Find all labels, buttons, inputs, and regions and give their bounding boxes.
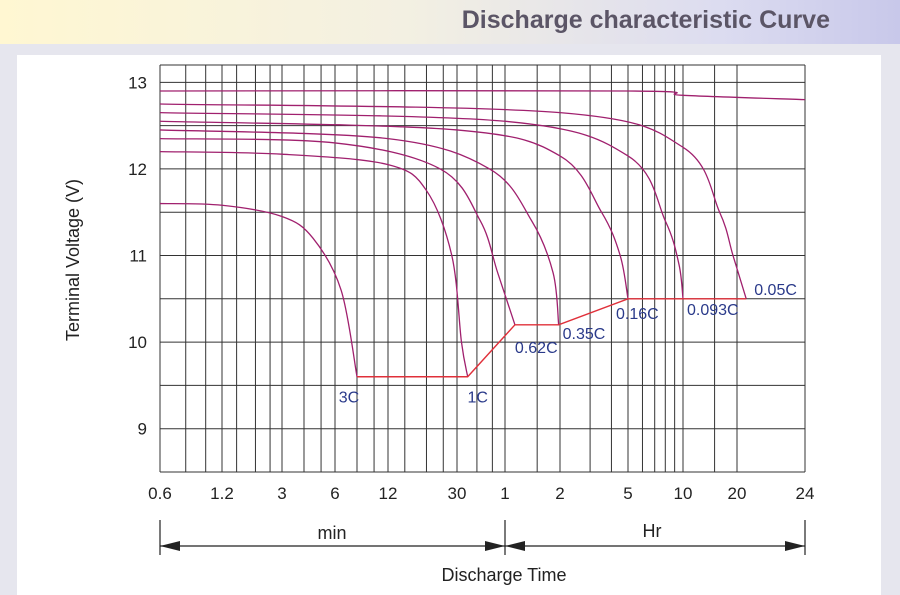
arrowhead — [485, 541, 505, 551]
y-tick-label: 10 — [128, 333, 147, 352]
x-tick-label: 24 — [796, 484, 815, 503]
curve-labels: 3C 1C 0.62C 0.35C 0.16C 0.093C 0.05C — [339, 282, 797, 407]
x-axis-label: Discharge Time — [441, 565, 566, 585]
x-tick-label: 2 — [555, 484, 564, 503]
y-tick-label: 12 — [128, 160, 147, 179]
discharge-curve — [159, 150, 469, 377]
x-tick-label: 3 — [277, 484, 286, 503]
discharge-curve — [159, 103, 747, 299]
arrowhead — [505, 541, 525, 551]
curves — [159, 90, 806, 378]
y-tick-label: 11 — [129, 247, 147, 266]
curve-label: 0.093C — [687, 302, 739, 319]
x-region-hr-label: Hr — [643, 521, 662, 541]
discharge-curve — [159, 129, 560, 325]
y-tick-label: 9 — [138, 420, 147, 439]
y-tick-labels: 9 10 11 12 13 — [128, 73, 147, 438]
x-tick-label: 12 — [379, 484, 398, 503]
x-tick-label: 20 — [728, 484, 747, 503]
discharge-curve — [159, 202, 358, 377]
x-tick-labels: 0.6 1.2 3 6 12 30 1 2 5 10 20 24 — [148, 484, 814, 503]
curve-label: 0.35C — [563, 326, 606, 343]
y-tick-label: 13 — [128, 73, 147, 92]
curve-label: 0.05C — [754, 282, 797, 299]
x-tick-label: 0.6 — [148, 484, 172, 503]
x-tick-label: 6 — [330, 484, 339, 503]
x-tick-label: 30 — [448, 484, 467, 503]
chart-panel: 9 10 11 12 13 0.6 1.2 3 6 12 30 1 2 5 10 20 24 3C 1C 0.62… — [17, 55, 881, 595]
y-axis-label: Terminal Voltage (V) — [63, 179, 83, 341]
x-region-min-label: min — [317, 523, 346, 543]
cutoff-voltage-line — [356, 298, 747, 378]
arrowhead — [160, 541, 180, 551]
discharge-curve — [159, 137, 516, 325]
x-tick-label: 10 — [674, 484, 693, 503]
x-tick-label: 5 — [623, 484, 632, 503]
discharge-curve — [159, 90, 806, 101]
arrowhead — [785, 541, 805, 551]
discharge-curve — [159, 120, 629, 299]
curve-label: 0.16C — [616, 306, 659, 323]
curve-label: 0.62C — [515, 340, 558, 357]
curve-label: 3C — [339, 390, 359, 407]
chart-title: Discharge characteristic Curve — [461, 6, 830, 34]
x-tick-label: 1 — [500, 484, 509, 503]
title-banner: Discharge characteristic Curve — [0, 0, 900, 44]
curve-label: 1C — [467, 390, 487, 407]
axis-decor — [159, 520, 806, 555]
discharge-curve — [159, 111, 684, 299]
x-tick-label: 1.2 — [210, 484, 234, 503]
chart-grid — [159, 64, 806, 473]
